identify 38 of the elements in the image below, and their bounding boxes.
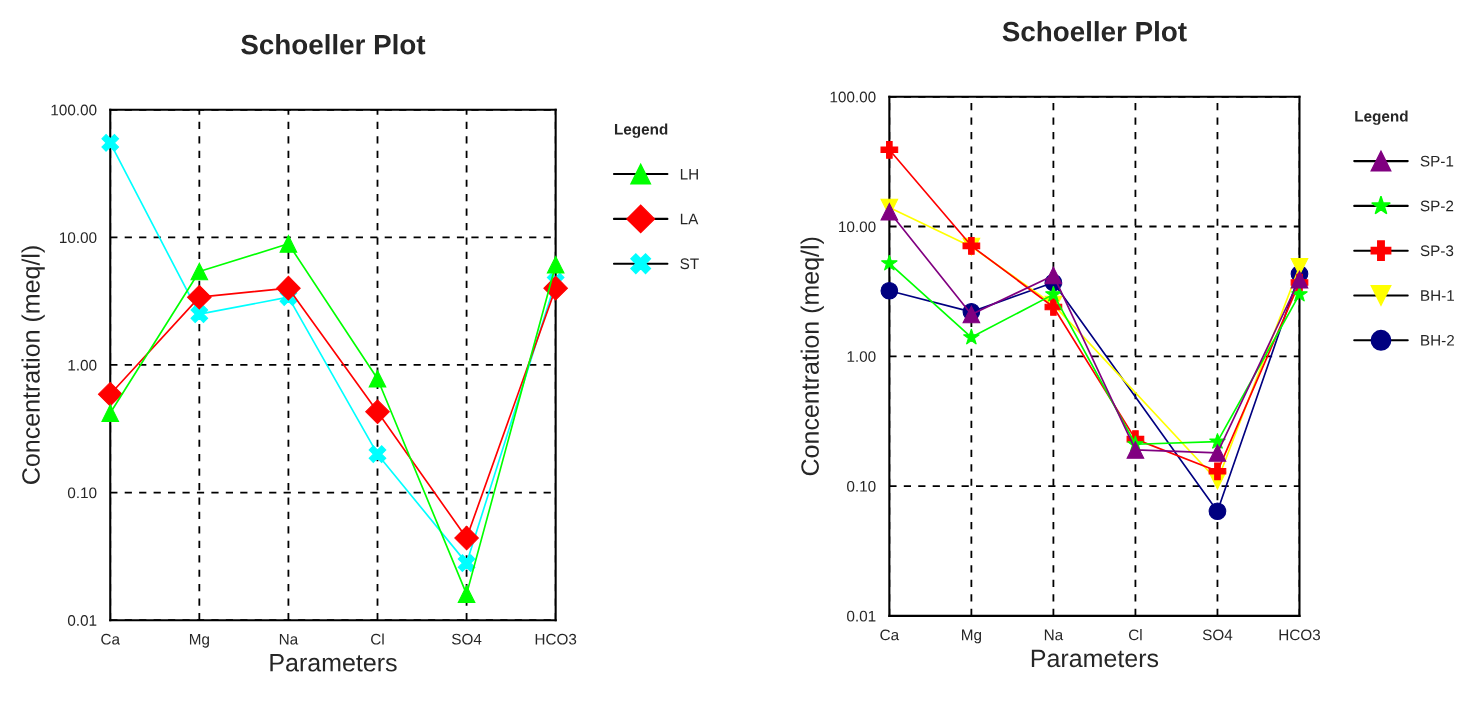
legend-title: Legend [1355, 110, 1408, 125]
x-tick-label: HCO3 [1279, 629, 1321, 641]
x-tick-label: Cl [1128, 629, 1142, 641]
x-axis-title: Parameters [270, 654, 397, 672]
y-tick-label: 10.00 [59, 232, 97, 244]
y-tick-label: 0.10 [67, 487, 97, 499]
x-tick-label: SO4 [451, 633, 482, 645]
y-tick-label: 0.10 [847, 480, 876, 492]
x-tick-label: SO4 [1202, 629, 1233, 641]
y-tick-label: 1.00 [68, 359, 97, 371]
legend-title: Legend [614, 123, 668, 138]
legend-label: ST [680, 258, 699, 270]
chart-title: Schoeller Plot [241, 34, 426, 55]
y-tick-label: 0.01 [847, 610, 876, 622]
y-axis-title: Concentration (meq/l) [800, 237, 824, 476]
legend-label: BH-1 [1421, 290, 1454, 301]
legend-label: BH-2 [1421, 334, 1454, 346]
y-tick-label: 0.01 [67, 615, 97, 626]
x-tick-label: HCO3 [535, 633, 577, 645]
y-axis-title: Concentration (meq/l) [21, 246, 45, 484]
x-axis-title: Parameters [1031, 649, 1159, 668]
y-tick-label: 100.00 [830, 91, 876, 103]
y-tick-label: 1.00 [847, 351, 876, 362]
x-tick-label: Cl [371, 633, 384, 645]
legend-label: LH [680, 168, 698, 180]
x-tick-label: Na [279, 633, 299, 645]
x-tick-label: Mg [962, 629, 981, 644]
chart-title: Schoeller Plot [1002, 21, 1187, 42]
legend-label: SP-3 [1420, 245, 1454, 257]
legend-label: SP-1 [1420, 155, 1454, 167]
x-tick-label: Mg [189, 633, 209, 648]
x-tick-label: Ca [101, 633, 121, 645]
legend-label: SP-2 [1420, 200, 1454, 212]
y-tick-label: 10.00 [839, 221, 876, 233]
y-tick-label: 100.00 [51, 104, 97, 116]
x-tick-label: Ca [880, 629, 900, 641]
legend-label: LA [680, 213, 699, 225]
x-tick-label: Na [1044, 629, 1064, 641]
